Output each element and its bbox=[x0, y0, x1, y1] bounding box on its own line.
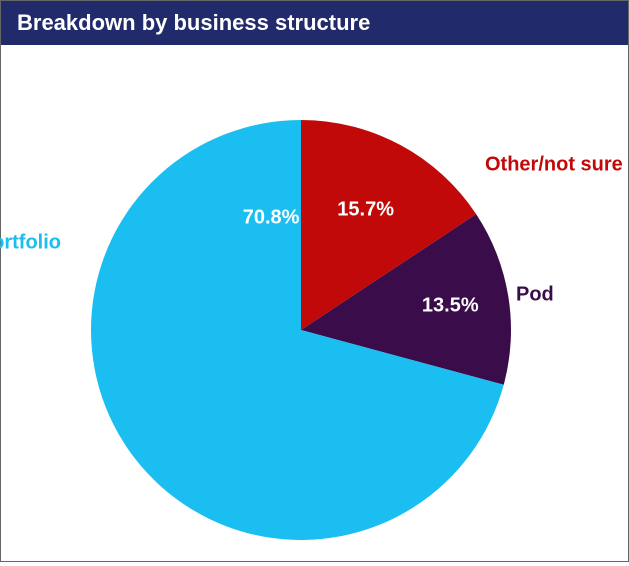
slice-label-portfolio: Portfolio bbox=[0, 232, 61, 255]
chart-area: 15.7% Other/not sure 13.5% Pod 70.8% Portfoli… bbox=[1, 45, 628, 561]
slice-label-pod: Pod bbox=[516, 284, 554, 307]
slice-value-portfolio: 70.8% bbox=[243, 207, 300, 230]
title-bar: Breakdown by business structure bbox=[1, 1, 628, 45]
chart-card: Breakdown by business structure 15.7% Oth… bbox=[0, 0, 629, 562]
chart-title: Breakdown by business structure bbox=[17, 10, 370, 36]
slice-label-other: Other/not sure bbox=[485, 154, 623, 177]
slice-value-pod: 13.5% bbox=[422, 294, 479, 317]
slice-value-other: 15.7% bbox=[337, 198, 394, 221]
